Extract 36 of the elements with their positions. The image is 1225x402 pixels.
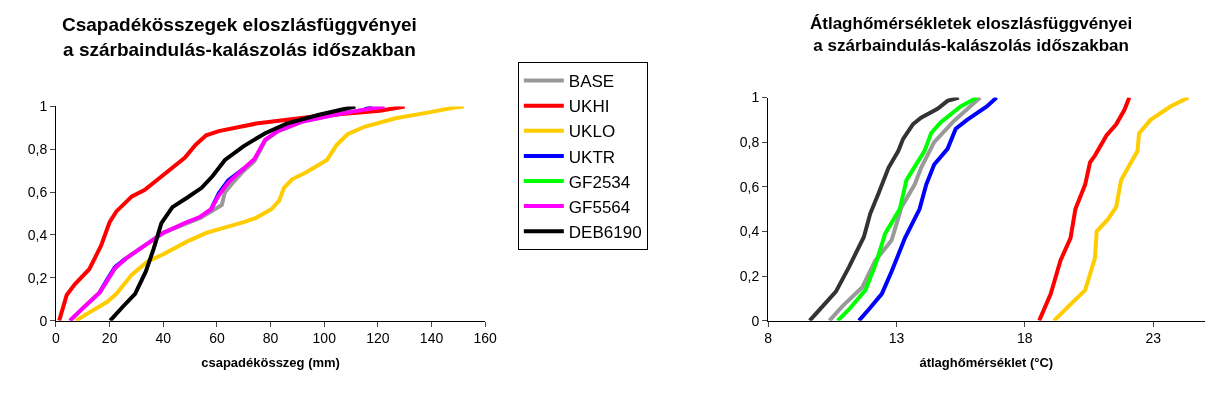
x-tick-label: 8 bbox=[764, 330, 773, 347]
x-tick-label: 20 bbox=[101, 330, 118, 347]
y-tick-label: 1 bbox=[751, 89, 760, 106]
y-tick-label: 0,6 bbox=[27, 184, 48, 201]
x-tick-label: 0 bbox=[52, 330, 61, 347]
legend-label: GF5564 bbox=[568, 197, 631, 217]
x-tick-label: 60 bbox=[209, 330, 225, 347]
chart-title: Átlaghőmérsékletek eloszlásfüggvényei a szárbaindulás-kalászolás időszakban bbox=[810, 14, 1133, 56]
y-tick-label: 0 bbox=[39, 312, 48, 329]
x-tick-label: 18 bbox=[1017, 330, 1033, 347]
y-tick-label: 0,4 bbox=[27, 226, 48, 243]
x-tick-label: 120 bbox=[366, 330, 390, 347]
y-tick-label: 1 bbox=[39, 98, 48, 115]
y-tick-label: 0,6 bbox=[739, 178, 760, 195]
x-tick-label: 80 bbox=[262, 330, 279, 347]
legend-label: DEB6190 bbox=[568, 222, 642, 242]
x-axis-title: csapadékösszeg (mm) bbox=[201, 355, 340, 371]
chart-title: Csapadékösszegek eloszlásfüggvényei a szárbaindulás-kalászolás időszakban bbox=[62, 14, 417, 60]
x-tick-label: 140 bbox=[419, 330, 444, 347]
y-tick-label: 0,8 bbox=[27, 141, 48, 158]
y-tick-label: 0,2 bbox=[27, 269, 48, 286]
x-tick-label: 13 bbox=[888, 330, 905, 347]
legend-label: UKTR bbox=[568, 147, 616, 167]
y-tick-label: 0,8 bbox=[739, 134, 760, 151]
legend-label: BASE bbox=[568, 72, 615, 92]
x-axis-title: átlaghőmérséklet (°C) bbox=[919, 355, 1054, 371]
legend-label: UKHI bbox=[568, 97, 610, 117]
legend-label: UKLO bbox=[568, 122, 616, 142]
y-tick-label: 0 bbox=[751, 312, 760, 329]
x-tick-label: 40 bbox=[155, 330, 172, 347]
x-tick-label: 160 bbox=[473, 330, 498, 347]
x-tick-label: 100 bbox=[312, 330, 337, 347]
y-tick-label: 0,2 bbox=[739, 267, 760, 284]
x-tick-label: 23 bbox=[1145, 330, 1162, 347]
y-tick-label: 0,4 bbox=[739, 223, 760, 240]
legend-label: GF2534 bbox=[568, 172, 631, 192]
